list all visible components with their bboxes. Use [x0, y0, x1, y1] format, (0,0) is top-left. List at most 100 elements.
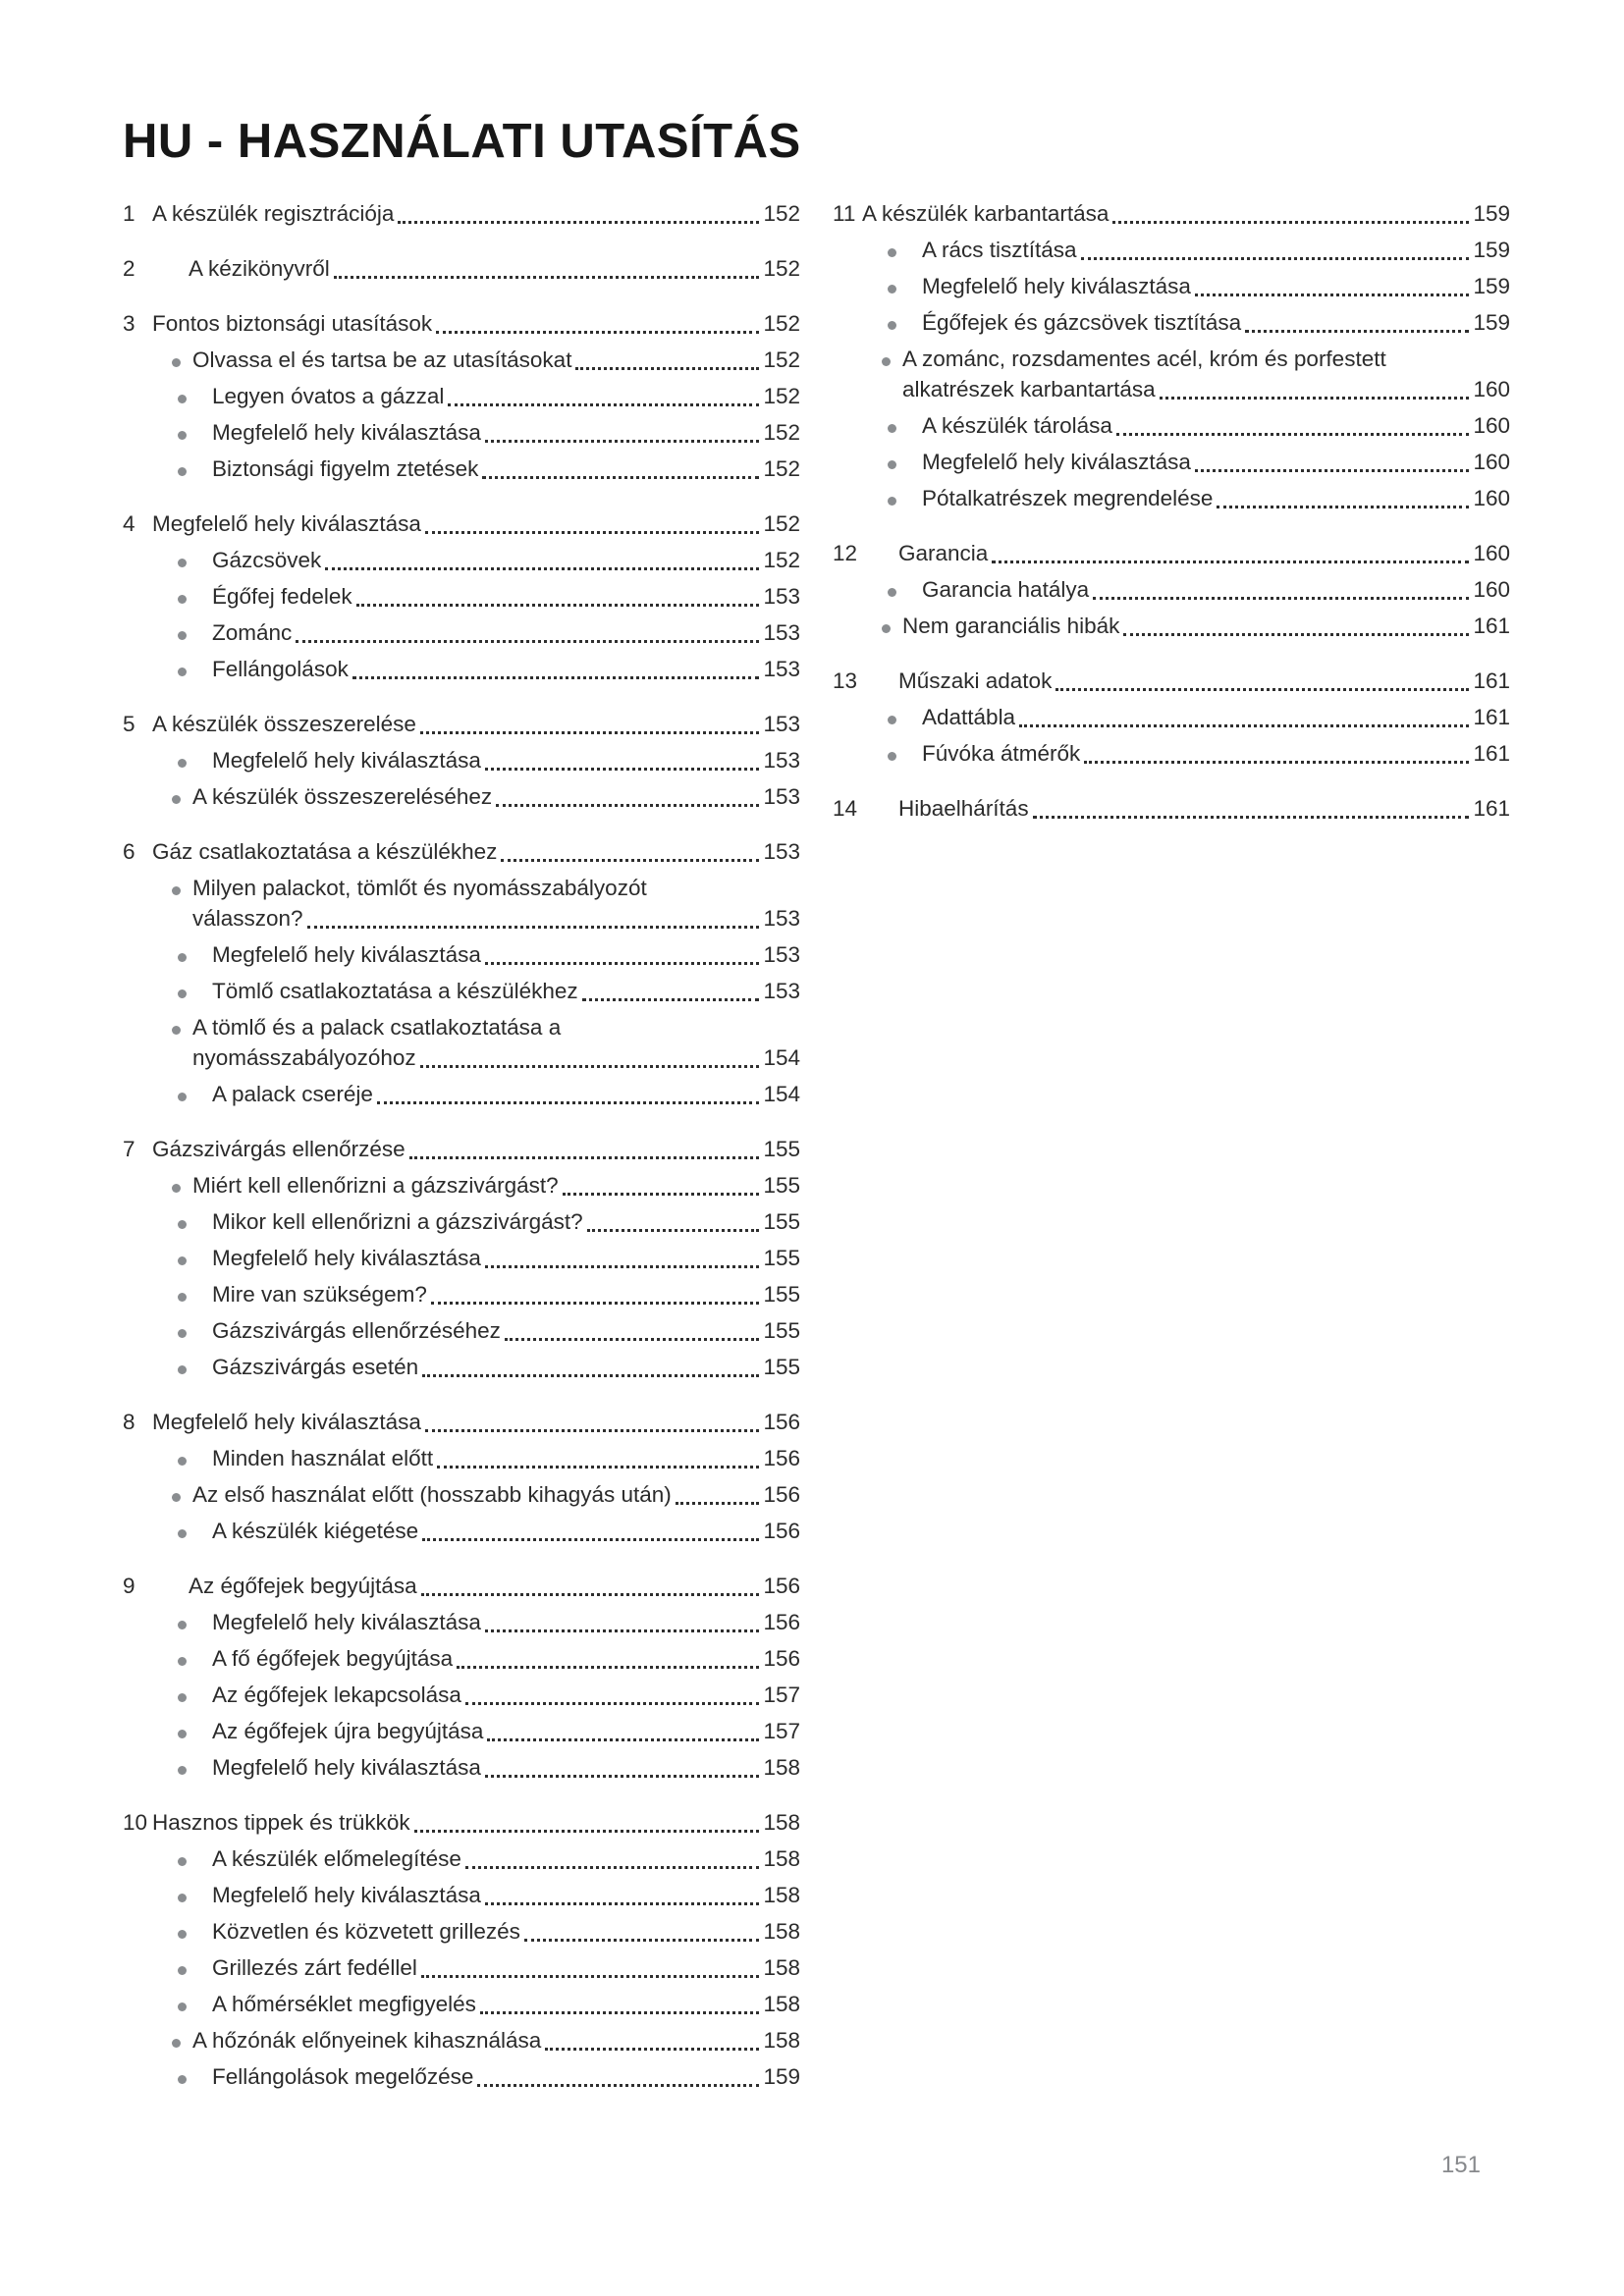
toc-section-title: Garancia: [898, 541, 989, 565]
toc-page-ref: 158: [763, 1919, 800, 1944]
dotted-leader: [1159, 397, 1470, 400]
dotted-leader: [430, 1302, 760, 1305]
dotted-leader: [1112, 221, 1470, 224]
bullet-icon: [172, 1184, 181, 1193]
toc-section: 2 A kézikönyvről 152: [123, 253, 800, 284]
toc-item-label: A tömlő és a palack csatlakoztatása a: [192, 1015, 562, 1040]
bullet-icon: [178, 1365, 187, 1374]
toc-section-number: 1: [123, 201, 135, 226]
toc-item-continuation: nyomásszabályozóhoz 154: [123, 1042, 800, 1073]
toc-page-ref: 156: [763, 1482, 800, 1507]
toc-column-left: 1 A készülék regisztrációja 152 2 A kéziköny…: [123, 198, 800, 2092]
toc-section: 1 A készülék regisztrációja 152: [123, 198, 800, 229]
toc-page-ref: 153: [763, 839, 800, 864]
toc-section-number: 13: [833, 668, 858, 693]
toc-item-label: Megfelelő hely kiválasztása: [922, 274, 1191, 298]
dotted-leader: [484, 962, 760, 965]
bullet-icon: [178, 1529, 187, 1538]
toc-section: 14 Hibaelhárítás 161: [833, 793, 1510, 824]
toc-page-ref: 159: [1473, 201, 1510, 226]
toc-item: A hőzónák előnyeinek kihasználása 158: [123, 2025, 800, 2056]
toc-item: Garancia hatálya 160: [833, 574, 1510, 605]
toc-page-ref: 160: [1473, 377, 1510, 401]
toc-item: Tömlő csatlakoztatása a készülékhez 153: [123, 976, 800, 1006]
dotted-leader: [545, 2048, 760, 2051]
toc-item-label: Megfelelő hely kiválasztása: [212, 942, 481, 967]
toc-item: Grillezés zárt fedéllel 158: [123, 1952, 800, 1983]
toc-item-label: A készülék előmelegítése: [212, 1846, 461, 1871]
toc-page-ref: 152: [763, 548, 800, 572]
toc-item-label: Grillezés zárt fedéllel: [212, 1955, 417, 1980]
bullet-icon: [888, 424, 896, 433]
toc-page-ref: 156: [763, 1446, 800, 1470]
toc-item-label: Az égőfejek újra begyújtása: [212, 1719, 484, 1743]
dotted-leader: [1245, 330, 1470, 333]
bullet-icon: [178, 1621, 187, 1629]
toc-item-label: Olvassa el és tartsa be az utasításokat: [192, 347, 572, 372]
bullet-icon: [888, 285, 896, 294]
toc-section-title: Megfelelő hely kiválasztása: [152, 511, 421, 536]
toc-page-ref: 155: [763, 1173, 800, 1198]
dotted-leader: [424, 531, 760, 534]
toc-item: A készülék kiégetése 156: [123, 1516, 800, 1546]
toc-page-ref: 156: [763, 1646, 800, 1671]
bullet-icon: [172, 1026, 181, 1035]
toc-item-label: A fő égőfejek begyújtása: [212, 1646, 454, 1671]
toc-item-label: Megfelelő hely kiválasztása: [922, 450, 1191, 474]
bullet-icon: [172, 886, 181, 895]
toc-page-ref: 160: [1473, 486, 1510, 510]
bullet-icon: [178, 595, 187, 604]
toc-section: 11 A készülék karbantartása 159 A rács tisz…: [833, 198, 1510, 513]
dotted-leader: [413, 1830, 760, 1833]
dotted-leader: [333, 276, 760, 279]
page-number: 151: [1440, 2152, 1481, 2178]
toc-item: Mire van szükségem? 155: [123, 1279, 800, 1309]
dotted-leader: [1115, 433, 1470, 436]
dotted-leader: [484, 1629, 760, 1632]
toc-item: Fúvóka átmérők 161: [833, 738, 1510, 769]
toc-section-title: A készülék összeszerelése: [152, 712, 416, 736]
toc-item-label: válasszon?: [192, 906, 303, 931]
bullet-icon: [178, 395, 187, 403]
bullet-icon: [178, 1693, 187, 1702]
toc-item-label: Gázcsövek: [212, 548, 322, 572]
toc-item: Fellángolások megelőzése 159: [123, 2061, 800, 2092]
toc-section-heading: 1 A készülék regisztrációja 152: [123, 198, 800, 229]
toc-item-label: Égőfej fedelek: [212, 584, 352, 609]
toc-page-ref: 152: [763, 456, 800, 481]
toc-section: 10 Hasznos tippek és trükkök 158 A készülék…: [123, 1807, 800, 2092]
toc-item: Legyen óvatos a gázzal 152: [123, 381, 800, 411]
toc-page-ref: 153: [763, 620, 800, 645]
bullet-icon: [178, 989, 187, 998]
toc-section-heading: 8 Megfelelő hely kiválasztása 156: [123, 1407, 800, 1437]
toc-item: Zománc 153: [123, 617, 800, 648]
toc-item: A készülék összeszereléséhez 153: [123, 781, 800, 812]
bullet-icon: [178, 467, 187, 476]
dotted-leader: [420, 1593, 760, 1596]
dotted-leader: [398, 221, 760, 224]
bullet-icon: [882, 357, 891, 366]
toc-section-heading: 14 Hibaelhárítás 161: [833, 793, 1510, 824]
toc-page-ref: 158: [763, 1992, 800, 2016]
toc-item-label: Nem garanciális hibák: [902, 614, 1120, 638]
bullet-icon: [888, 460, 896, 469]
bullet-icon: [172, 795, 181, 804]
bullet-icon: [888, 752, 896, 761]
toc-item: Milyen palackot, tömlőt és nyomásszabály…: [123, 873, 800, 903]
toc-item: Miért kell ellenőrizni a gázszivárgást? 1…: [123, 1170, 800, 1201]
toc-section: 9 Az égőfejek begyújtása 156 Megfelelő hely…: [123, 1571, 800, 1783]
bullet-icon: [178, 1766, 187, 1775]
toc-item-label: A hőmérséklet megfigyelés: [212, 1992, 476, 2016]
toc-section-title: Megfelelő hely kiválasztása: [152, 1410, 421, 1434]
toc-page-ref: 158: [763, 1955, 800, 1980]
toc-page-ref: 153: [763, 584, 800, 609]
dotted-leader: [501, 859, 760, 862]
toc-section-number: 4: [123, 511, 135, 536]
toc-page-ref: 155: [763, 1209, 800, 1234]
toc-item-label: alkatrészek karbantartása: [902, 377, 1156, 401]
toc-item-label: Az égőfejek lekapcsolása: [212, 1682, 461, 1707]
toc-item-label: Fellángolások megelőzése: [212, 2064, 474, 2089]
toc-item: A hőmérséklet megfigyelés 158: [123, 1989, 800, 2019]
toc-item-label: Tömlő csatlakoztatása a készülékhez: [212, 979, 578, 1003]
toc-section-heading: 5 A készülék összeszerelése 153: [123, 709, 800, 739]
